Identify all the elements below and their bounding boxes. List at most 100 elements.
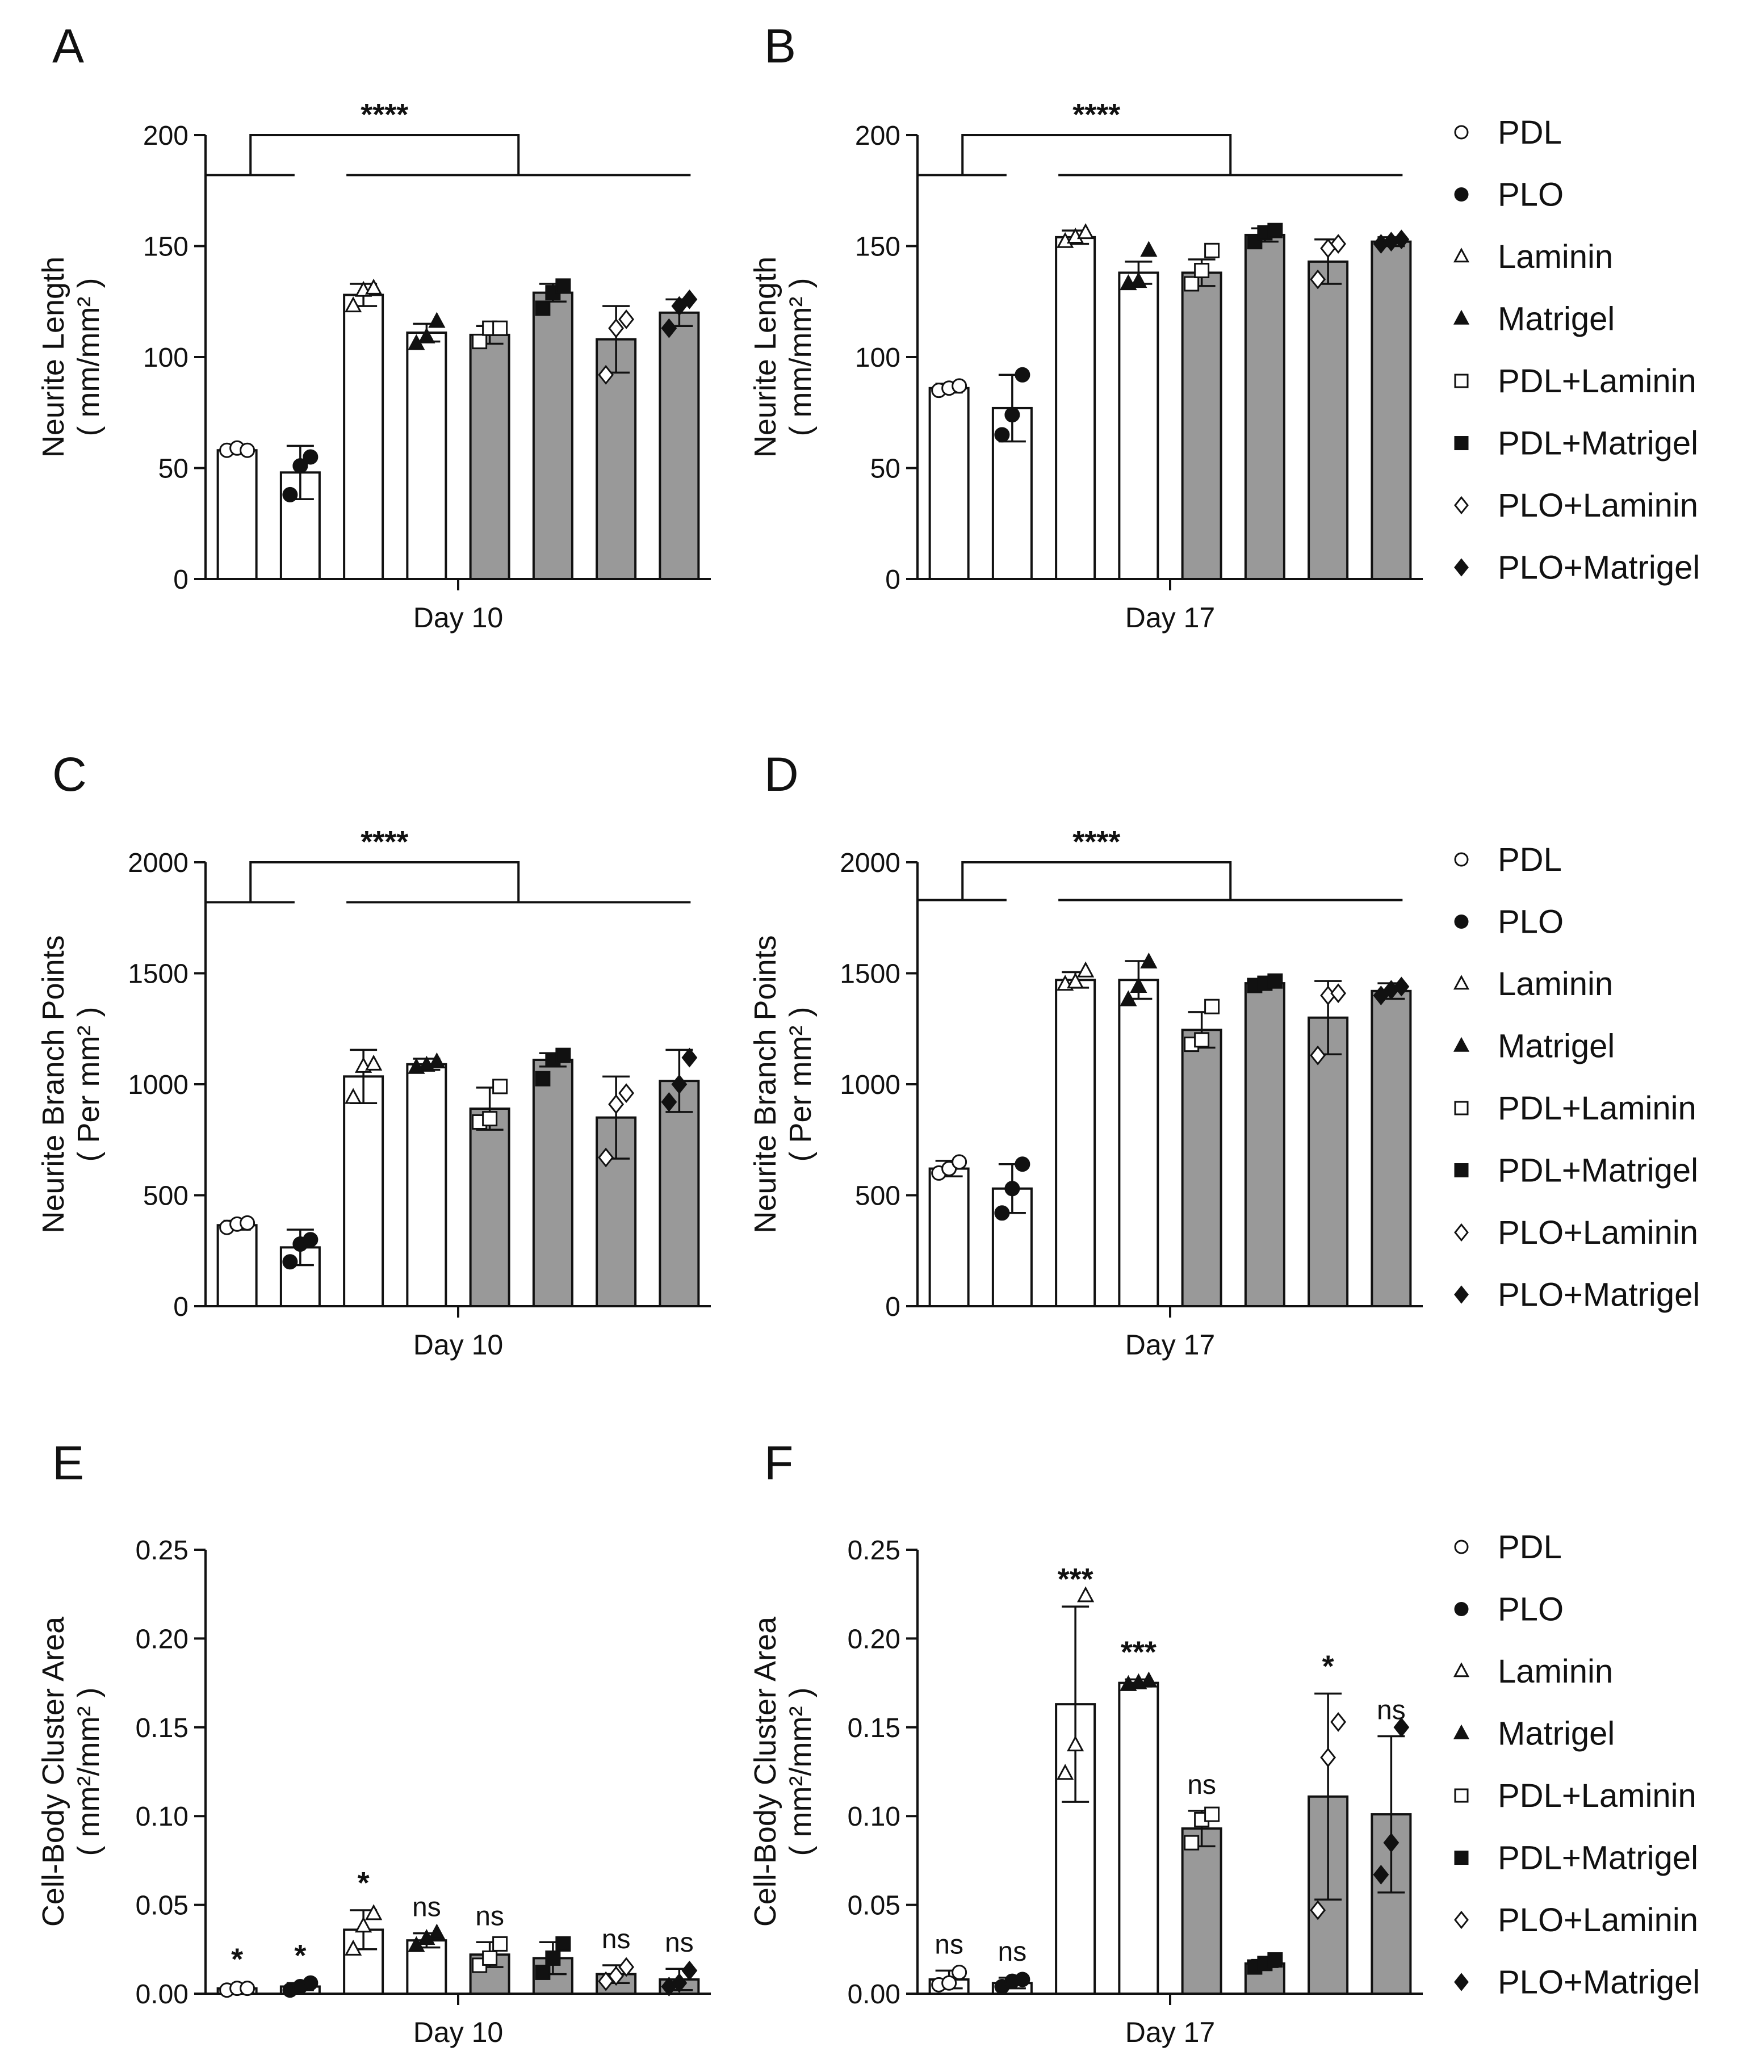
panel-f-bar-PDL+Laminin	[1181, 1827, 1222, 1995]
legend-d-marker-Matrigel	[1453, 1037, 1470, 1052]
panel-a-y-tick-label: 150	[143, 232, 188, 262]
panel-d-point-PLO	[994, 1205, 1010, 1221]
panel-c-bracket-top	[249, 861, 520, 903]
legend-f-label: PDL	[1498, 1529, 1562, 1566]
legend-b-marker-Laminin	[1453, 248, 1470, 263]
panel-c-point-PLO+Laminin	[618, 1083, 635, 1104]
panel-d-point-Laminin	[1067, 972, 1084, 989]
legend-f-marker-PDL	[1454, 1540, 1469, 1554]
panel-d-bar-PDL+Matrigel	[1244, 982, 1285, 1307]
panel-f-y-tick-label: 0.00	[848, 1979, 900, 2010]
panel-f-point-Laminin	[1057, 1764, 1074, 1780]
legend-f-marker-Laminin	[1453, 1662, 1470, 1677]
panel-a-point-PLO+Matrigel	[671, 296, 688, 316]
panel-e-y-axis-label: Cell-Body Cluster Area	[36, 1616, 70, 1927]
legend-b-marker-PDL+Matrigel	[1454, 436, 1469, 451]
panel-b-bar-PLO+Matrigel	[1371, 240, 1412, 580]
panel-e-y-axis-unit: ( mm²/mm² )	[72, 1688, 106, 1856]
panel-b-point-PDL+Matrigel	[1267, 223, 1283, 238]
panel-a-point-PLO+Laminin	[608, 318, 625, 338]
legend-f-marker-PLO+Laminin	[1454, 1910, 1469, 1930]
legend-d-label: PDL	[1498, 841, 1562, 878]
panel-c-y-tick-label: 500	[143, 1181, 188, 1211]
legend-b-label: PDL+Matrigel	[1498, 425, 1698, 462]
panel-d-label: D	[764, 748, 799, 801]
panel-f-significance-label: ns	[1187, 1770, 1216, 1800]
panel-a-bar-PDL+Matrigel	[532, 291, 573, 580]
panel-c-point-Matrigel	[428, 1052, 446, 1068]
panel-e-point-Laminin	[345, 1939, 362, 1956]
panel-e-significance-label: *	[294, 1939, 306, 1973]
panel-e-significance-label: ns	[412, 1893, 441, 1923]
panel-c-bar-Matrigel	[406, 1063, 447, 1308]
panel-a-y-tick-label: 200	[143, 121, 188, 151]
panel-b-y-tick-label: 50	[870, 454, 900, 484]
panel-c-bar-Laminin	[343, 1075, 384, 1307]
panel-e-point-PDL+Laminin	[482, 1950, 498, 1966]
legend-d-label: PLO+Matrigel	[1498, 1277, 1700, 1314]
panel-e-significance-label: ns	[475, 1901, 504, 1931]
panel-c-point-PLO+Matrigel	[661, 1092, 677, 1112]
panel-c-point-PLO	[303, 1232, 319, 1248]
panel-f-point-PDL+Laminin	[1184, 1835, 1200, 1851]
legend-b-label: Matrigel	[1498, 301, 1615, 338]
legend-d-marker-PDL	[1454, 852, 1469, 867]
panel-e-significance-label: ns	[665, 1928, 694, 1958]
panel-c-bar-PLO+Matrigel	[659, 1080, 700, 1307]
legend-f-marker-PLO+Matrigel	[1454, 1973, 1469, 1991]
panel-e-point-PLO	[303, 1975, 319, 1991]
legend-b-label: Laminin	[1498, 238, 1613, 275]
panel-a-point-PLO	[282, 486, 298, 502]
panel-d-bar-PLO+Matrigel	[1371, 989, 1412, 1307]
legend-d-marker-PLO	[1454, 915, 1469, 929]
panel-c-bracket-label: ****	[361, 825, 408, 859]
panel-e-significance-label: *	[231, 1942, 243, 1976]
panel-d-point-PDL	[952, 1154, 967, 1170]
panel-e-point-PDL+Laminin	[492, 1936, 508, 1952]
panel-d-y-axis-label: Neurite Branch Points	[748, 935, 782, 1233]
panel-c-point-PLO+Matrigel	[671, 1074, 688, 1094]
panel-f-significance-label: ns	[935, 1930, 963, 1960]
panel-b-bar-Matrigel	[1118, 271, 1159, 581]
panel-e-y-tick-label: 0.20	[136, 1624, 188, 1654]
panel-a-y-axis-unit: ( mm/mm² )	[72, 278, 106, 437]
panel-b-y-tick-label: 200	[855, 121, 900, 151]
panel-c-point-PLO+Matrigel	[681, 1047, 698, 1068]
panel-e-point-PDL+Matrigel	[535, 1964, 551, 1980]
panel-e-y-tick-label: 0.10	[136, 1802, 188, 1832]
panel-f-y-tick-label: 0.05	[848, 1891, 900, 1921]
panel-e-point-PLO+Laminin	[618, 1957, 635, 1977]
panel-b-bar-Laminin	[1055, 236, 1096, 580]
panel-f-point-PLO+Laminin	[1330, 1712, 1347, 1732]
legend-d-label: PDL+Laminin	[1498, 1090, 1696, 1127]
legend-f-label: PLO+Laminin	[1498, 1902, 1698, 1939]
panel-a-point-Laminin	[345, 296, 362, 313]
panel-a-label: A	[52, 19, 84, 73]
panel-a-point-PLO+Matrigel	[661, 318, 677, 338]
panel-b-point-Matrigel	[1140, 241, 1158, 257]
panel-e-point-Laminin	[355, 1916, 372, 1933]
panel-e-significance-label: *	[358, 1866, 370, 1900]
panel-e-y-tick-label: 0.05	[136, 1891, 188, 1921]
panel-f-point-PDL	[952, 1964, 967, 1980]
panel-e-point-PDL+Matrigel	[545, 1950, 561, 1966]
panel-d-y-axis-unit: ( Per mm² )	[783, 1007, 818, 1162]
panel-a-point-PDL+Matrigel	[555, 278, 571, 294]
panel-c-y-tick-label: 0	[173, 1292, 188, 1322]
panel-b-bar-PDL+Matrigel	[1244, 233, 1285, 580]
panel-a-point-PLO+Laminin	[598, 364, 614, 385]
panel-d-y-tick-label: 1500	[840, 959, 900, 989]
legend-d-label: PLO+Laminin	[1498, 1214, 1698, 1251]
panel-d-point-PDL+Laminin	[1194, 1032, 1210, 1048]
panel-d-point-PDL+Laminin	[1204, 999, 1220, 1014]
panel-b-point-PLO+Laminin	[1330, 234, 1347, 254]
legend-b-marker-PDL+Laminin	[1454, 374, 1469, 388]
panel-f-point-PDL+Laminin	[1204, 1806, 1220, 1822]
panel-d-y-tick-label: 0	[885, 1292, 900, 1322]
panel-b-bracket-label: ****	[1072, 98, 1120, 132]
panel-b-point-PLO+Laminin	[1310, 269, 1326, 290]
panel-d-y-tick-label: 1000	[840, 1070, 900, 1100]
legend-d-marker-PDL+Laminin	[1454, 1101, 1469, 1115]
panel-d-point-PLO+Laminin	[1310, 1045, 1326, 1066]
panel-a-y-tick-label: 100	[143, 343, 188, 373]
